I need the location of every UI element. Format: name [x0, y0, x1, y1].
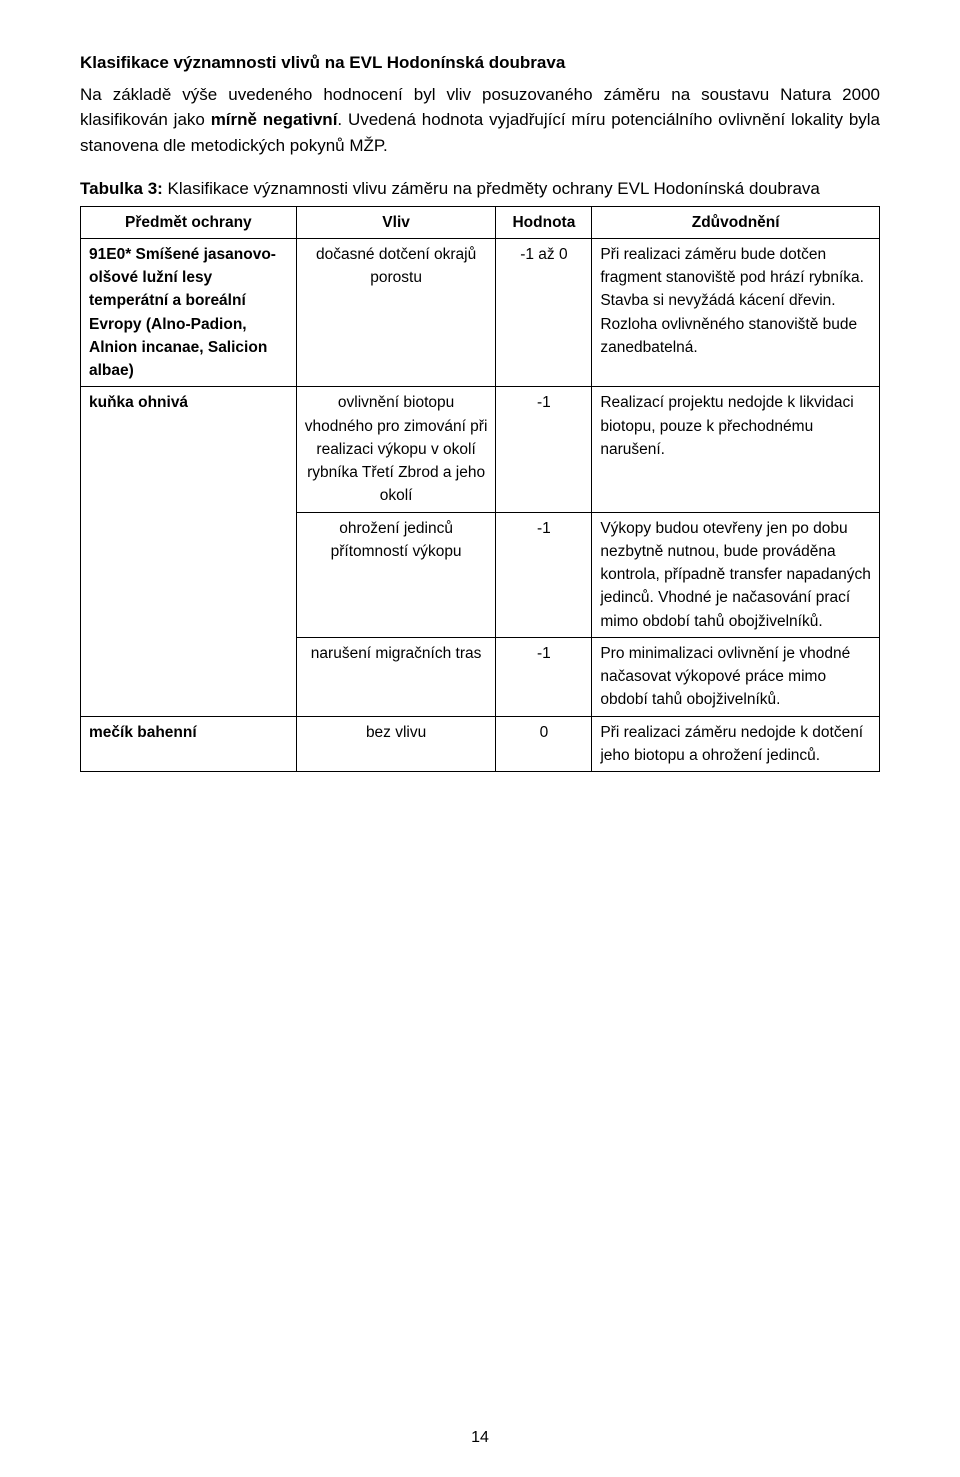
section-heading: Klasifikace významnosti vlivů na EVL Hod…: [80, 50, 880, 76]
cell-vliv: ovlivnění biotopu vhodného pro zimování …: [296, 387, 496, 512]
table-row: kuňka ohnivá ovlivnění biotopu vhodného …: [81, 387, 880, 512]
cell-zduv: Realizací projektu nedojde k likvidaci b…: [592, 387, 880, 512]
cell-hodnota: -1: [496, 637, 592, 716]
table-caption: Tabulka 3: Klasifikace významnosti vlivu…: [80, 176, 880, 202]
col-header-subject: Předmět ochrany: [81, 206, 297, 238]
cell-vliv: bez vlivu: [296, 716, 496, 772]
cell-zduv: Při realizaci záměru nedojde k dotčení j…: [592, 716, 880, 772]
table-row: 91E0* Smíšené jasanovo-olšové lužní lesy…: [81, 238, 880, 387]
cell-zduv: Pro minimalizaci ovlivnění je vhodné nač…: [592, 637, 880, 716]
cell-zduv: Výkopy budou otevřeny jen po dobu nezbyt…: [592, 512, 880, 637]
table-caption-rest: Klasifikace významnosti vlivu záměru na …: [163, 179, 820, 198]
page-number: 14: [0, 1429, 960, 1447]
cell-vliv: dočasné dotčení okrajů porostu: [296, 238, 496, 387]
cell-vliv: ohrožení jedinců přítomností výkopu: [296, 512, 496, 637]
col-header-hodnota: Hodnota: [496, 206, 592, 238]
col-header-zduv: Zdůvodnění: [592, 206, 880, 238]
cell-subject: 91E0* Smíšené jasanovo-olšové lužní lesy…: [81, 238, 297, 387]
cell-vliv: narušení migračních tras: [296, 637, 496, 716]
classification-table: Předmět ochrany Vliv Hodnota Zdůvodnění …: [80, 206, 880, 773]
para1-bold: mírně negativní: [211, 110, 338, 129]
table-header-row: Předmět ochrany Vliv Hodnota Zdůvodnění: [81, 206, 880, 238]
paragraph-1: Na základě výše uvedeného hodnocení byl …: [80, 82, 880, 159]
cell-subject: mečík bahenní: [81, 716, 297, 772]
table-row: mečík bahenní bez vlivu 0 Při realizaci …: [81, 716, 880, 772]
cell-hodnota: -1: [496, 512, 592, 637]
cell-zduv: Při realizaci záměru bude dotčen fragmen…: [592, 238, 880, 387]
cell-hodnota: -1: [496, 387, 592, 512]
page-container: Klasifikace významnosti vlivů na EVL Hod…: [0, 0, 960, 1477]
cell-subject: kuňka ohnivá: [81, 387, 297, 716]
cell-hodnota: -1 až 0: [496, 238, 592, 387]
cell-hodnota: 0: [496, 716, 592, 772]
col-header-vliv: Vliv: [296, 206, 496, 238]
table-caption-lead: Tabulka 3:: [80, 179, 163, 198]
